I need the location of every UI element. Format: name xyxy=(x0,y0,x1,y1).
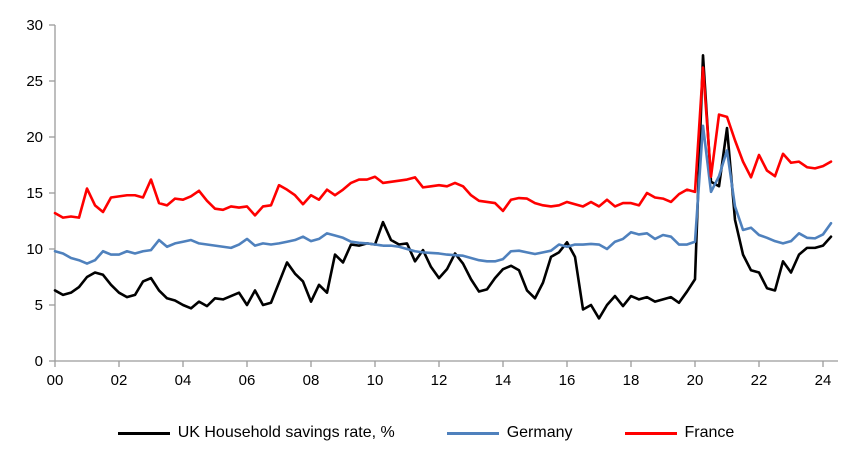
svg-text:15: 15 xyxy=(26,185,43,202)
svg-text:18: 18 xyxy=(623,372,640,389)
svg-text:20: 20 xyxy=(26,129,43,146)
svg-text:10: 10 xyxy=(26,241,43,258)
legend-label-germany: Germany xyxy=(506,424,573,441)
svg-text:10: 10 xyxy=(367,372,384,389)
legend-item-france: France xyxy=(624,424,735,442)
legend-label-france: France xyxy=(684,424,735,441)
svg-text:5: 5 xyxy=(35,297,43,314)
svg-text:02: 02 xyxy=(111,372,128,389)
svg-text:24: 24 xyxy=(815,372,832,389)
series-line-2 xyxy=(53,66,833,219)
chart-canvas: 0 5 10 15 20 25 30 00 02 04 06 08 10 12 14 16 18 20 22 24 xyxy=(26,17,838,389)
svg-text:25: 25 xyxy=(26,73,43,90)
svg-text:16: 16 xyxy=(559,372,576,389)
legend-label-uk: UK Household savings rate, % xyxy=(177,424,395,441)
series-line-1 xyxy=(53,124,833,265)
uk-line-swatch-icon xyxy=(117,431,170,435)
svg-text:22: 22 xyxy=(751,372,768,389)
svg-text:08: 08 xyxy=(303,372,320,389)
svg-text:0: 0 xyxy=(35,353,43,370)
svg-text:04: 04 xyxy=(175,372,192,389)
svg-text:12: 12 xyxy=(431,372,448,389)
legend-item-uk: UK Household savings rate, % xyxy=(117,424,395,442)
svg-text:06: 06 xyxy=(239,372,256,389)
svg-text:14: 14 xyxy=(495,372,512,389)
chart-legend: UK Household savings rate, % Germany Fra… xyxy=(0,424,852,442)
svg-text:20: 20 xyxy=(687,372,704,389)
svg-text:30: 30 xyxy=(26,17,43,34)
line-chart: 0 5 10 15 20 25 30 00 02 04 06 08 10 12 14 16 18 20 22 24 xyxy=(26,17,838,389)
germany-line-swatch-icon xyxy=(446,431,499,435)
svg-text:00: 00 xyxy=(47,372,64,389)
france-line-swatch-icon xyxy=(624,431,677,435)
legend-item-germany: Germany xyxy=(446,424,573,442)
